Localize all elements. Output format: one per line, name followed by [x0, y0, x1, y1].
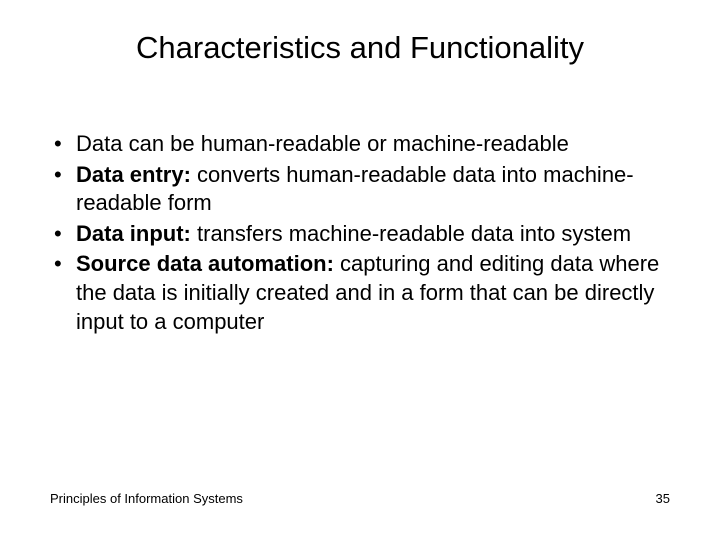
slide: Characteristics and Functionality Data c… — [0, 0, 720, 540]
bullet-list: Data can be human-readable or machine-re… — [48, 130, 660, 336]
bullet-text: Data can be human-readable or machine-re… — [76, 131, 569, 156]
list-item: Source data automation: capturing and ed… — [48, 250, 660, 336]
footer-source: Principles of Information Systems — [50, 491, 243, 506]
bullet-text: transfers machine-readable data into sys… — [191, 221, 631, 246]
bullet-bold: Source data automation: — [76, 251, 334, 276]
list-item: Data input: transfers machine-readable d… — [48, 220, 660, 249]
list-item: Data entry: converts human-readable data… — [48, 161, 660, 218]
list-item: Data can be human-readable or machine-re… — [48, 130, 660, 159]
slide-body: Data can be human-readable or machine-re… — [48, 130, 660, 338]
page-number: 35 — [656, 491, 670, 506]
bullet-bold: Data input: — [76, 221, 191, 246]
bullet-bold: Data entry: — [76, 162, 191, 187]
slide-title: Characteristics and Functionality — [0, 30, 720, 66]
